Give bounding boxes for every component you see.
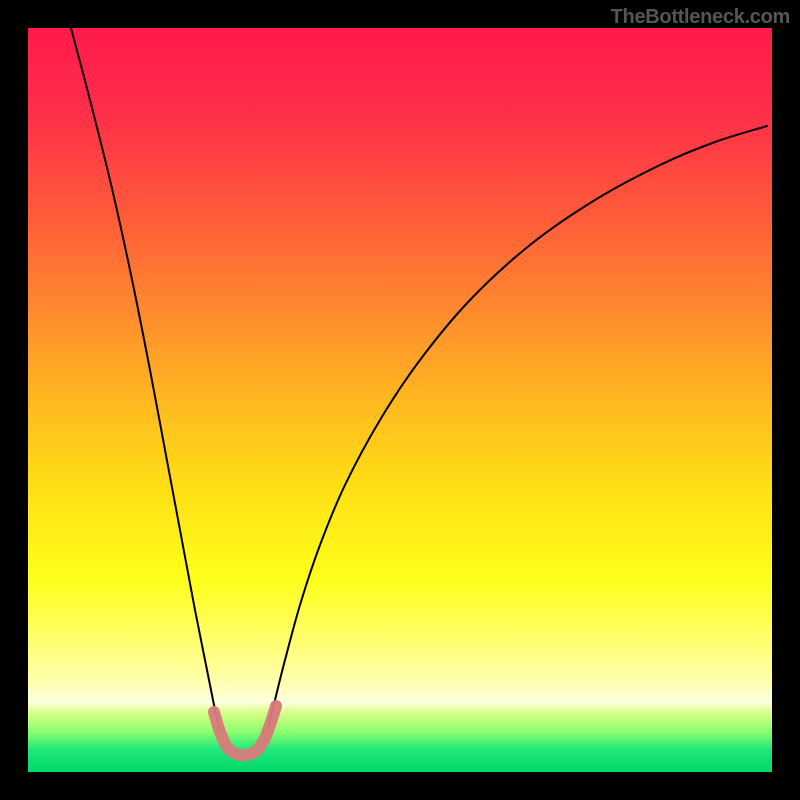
bottleneck-chart xyxy=(0,0,800,800)
watermark-text: TheBottleneck.com xyxy=(611,6,790,29)
chart-container: TheBottleneck.com xyxy=(0,0,800,800)
